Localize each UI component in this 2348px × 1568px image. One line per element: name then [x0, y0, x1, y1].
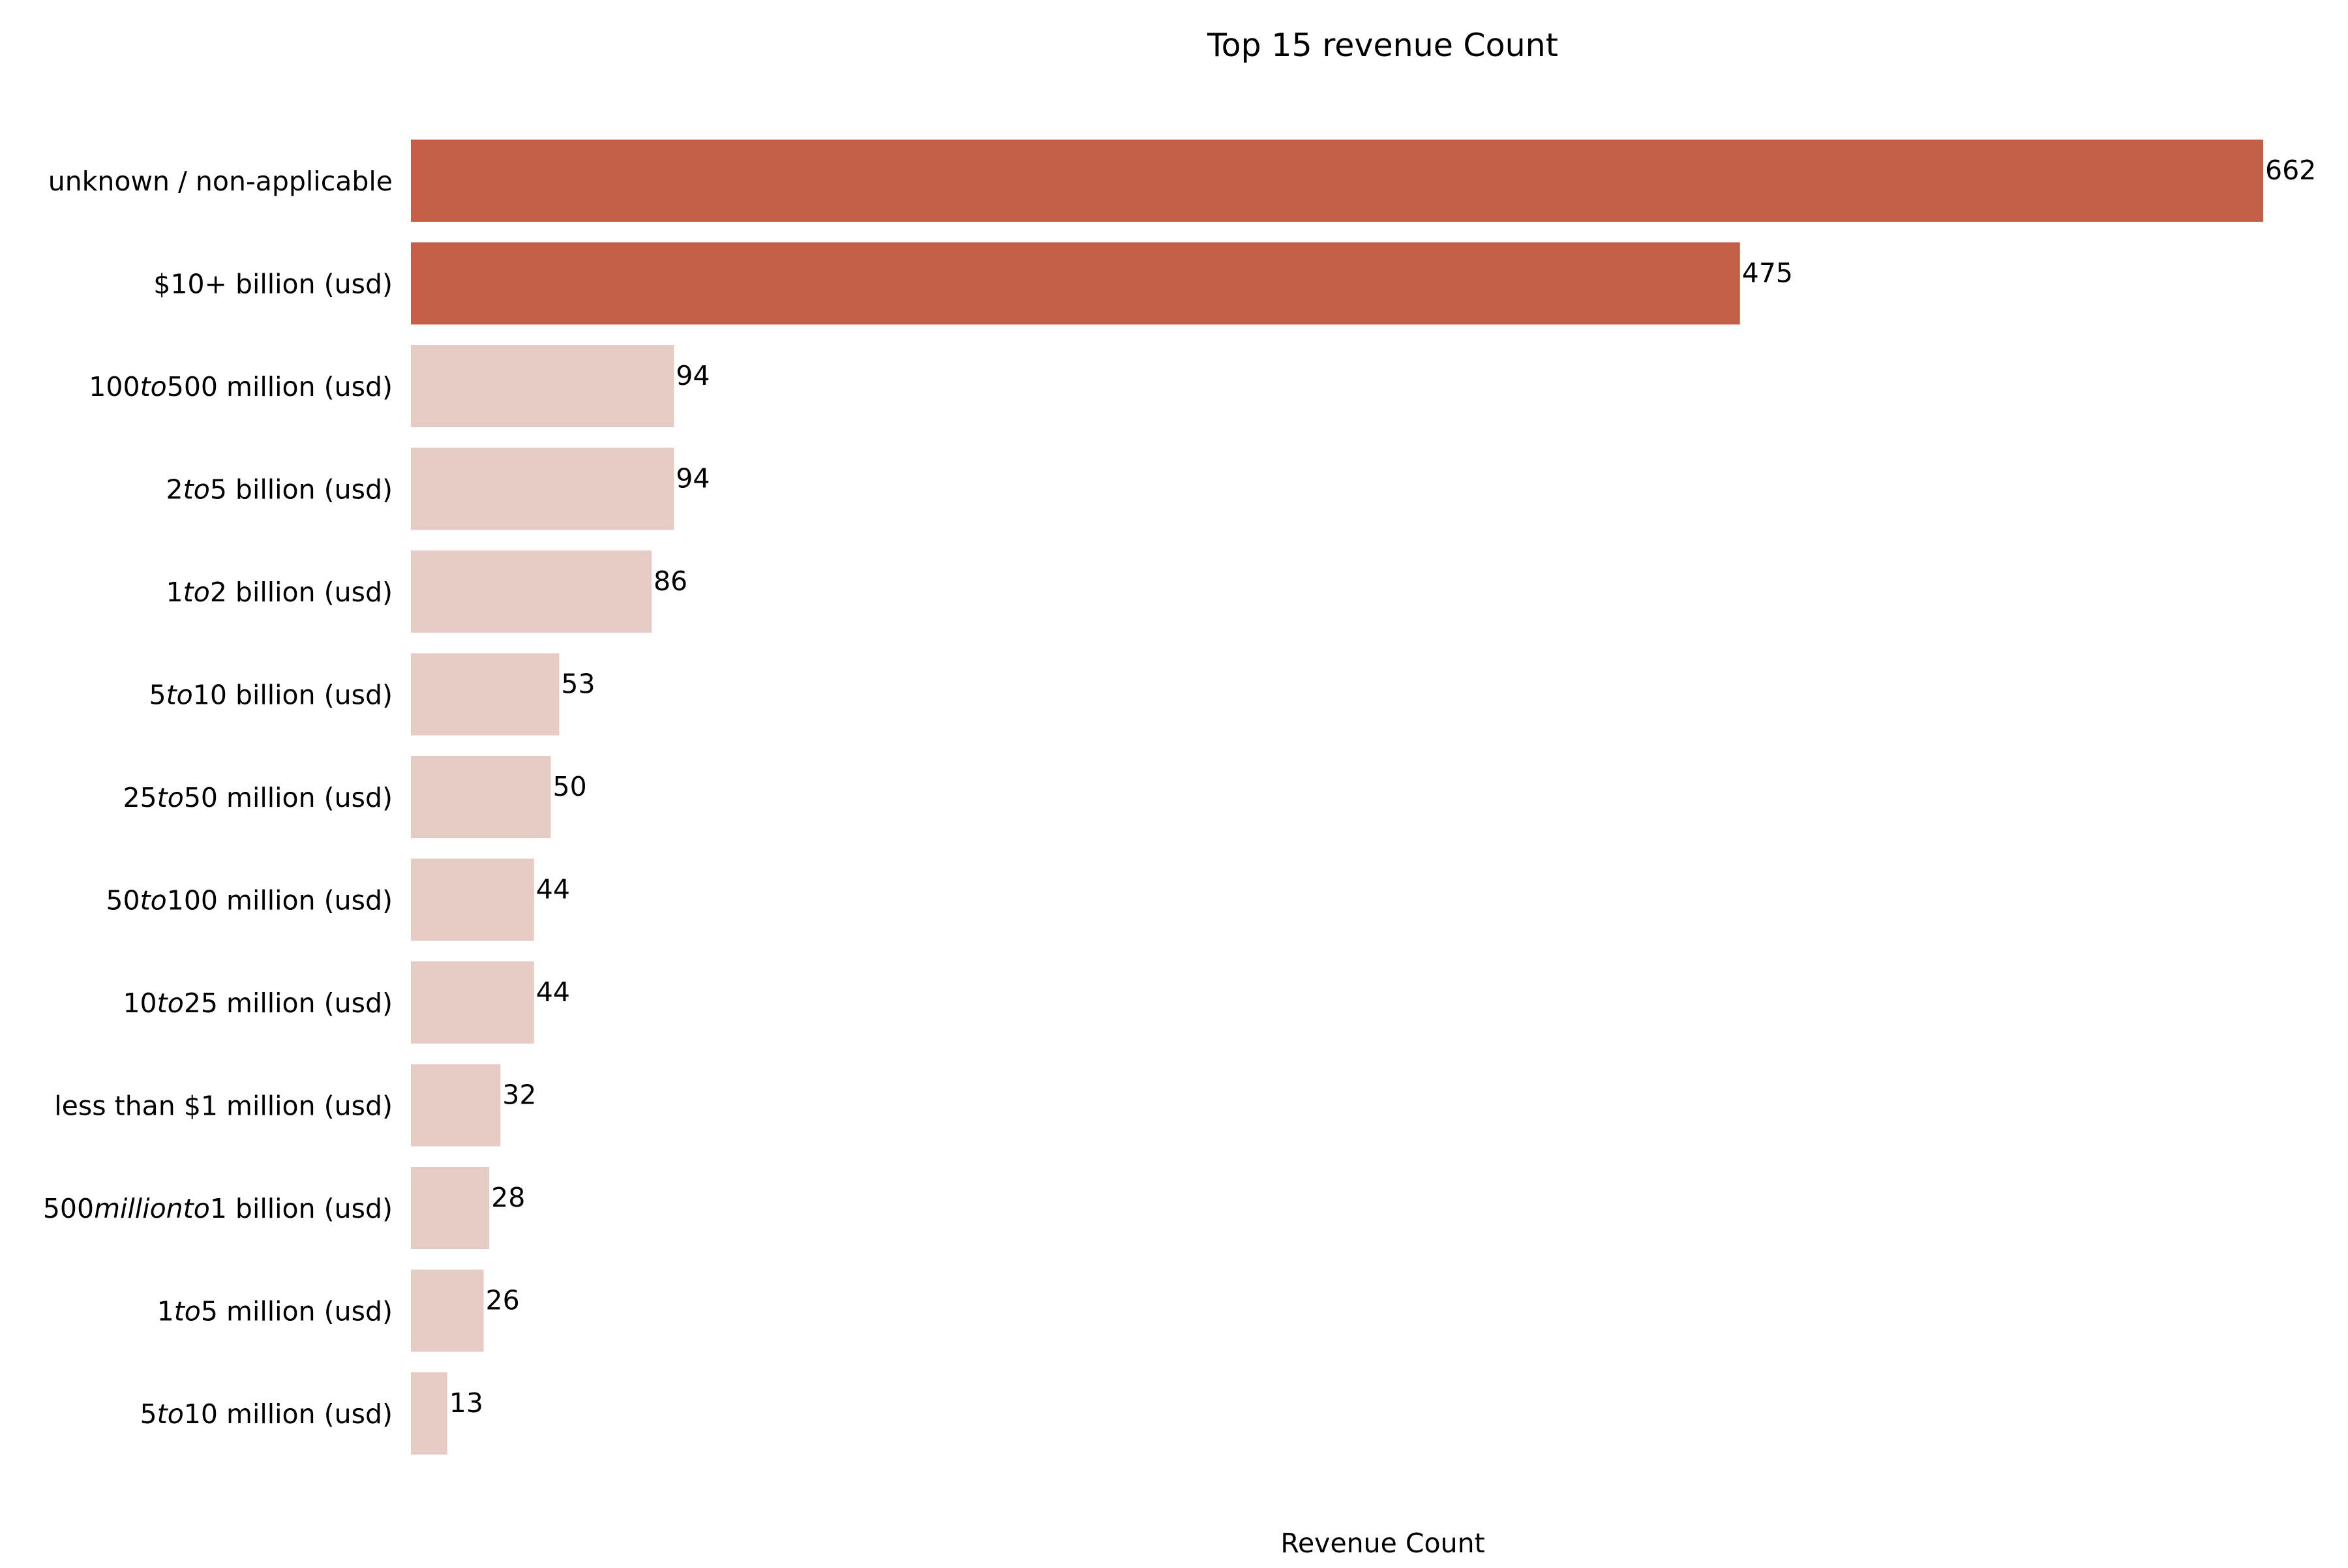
bar	[411, 1064, 501, 1147]
bar	[411, 961, 534, 1044]
bar	[411, 447, 674, 530]
y-tick-label: less than $1 million (usd)	[54, 1091, 393, 1122]
y-tick-label: unknown / non-applicable	[48, 166, 393, 197]
data-label: 32	[502, 1079, 536, 1111]
bar	[411, 858, 534, 941]
data-label: 53	[561, 669, 595, 700]
y-tick-label: 2to5 billion (usd)	[166, 474, 393, 505]
y-tick-label: 25to50 million (usd)	[123, 782, 393, 813]
bar	[411, 1372, 447, 1455]
y-tick-label: 1to5 million (usd)	[157, 1296, 393, 1327]
data-labels-group: 662 475 94 94 86 53 50 44 44 32 28 26 13	[449, 155, 2316, 1419]
bar	[411, 140, 2263, 222]
bar	[411, 345, 674, 427]
bar	[411, 550, 652, 633]
data-label: 86	[654, 565, 687, 597]
data-label: 28	[491, 1182, 525, 1213]
y-tick-label: 10to25 million (usd)	[123, 988, 393, 1019]
bars-group	[411, 140, 2263, 1455]
data-label: 13	[449, 1387, 483, 1419]
data-label: 44	[536, 976, 570, 1008]
data-label: 50	[553, 771, 587, 802]
y-tick-label: 500millionto1 billion (usd)	[43, 1193, 393, 1224]
data-label: 475	[1742, 258, 1793, 289]
data-label: 26	[486, 1285, 520, 1316]
data-label: 94	[676, 463, 710, 494]
y-tick-label: 50to100 million (usd)	[106, 885, 393, 916]
bar	[411, 653, 560, 736]
y-tick-label: 1to2 billion (usd)	[166, 577, 393, 608]
data-label: 94	[676, 360, 710, 391]
data-label: 44	[536, 874, 570, 905]
y-tick-label: $10+ billion (usd)	[153, 269, 393, 300]
bar	[411, 1167, 490, 1249]
y-tick-label: 5to10 million (usd)	[140, 1398, 393, 1430]
bar	[411, 242, 1740, 325]
chart-title: Top 15 revenue Count	[1207, 27, 1558, 64]
bar	[411, 756, 551, 838]
y-tick-label: 5to10 billion (usd)	[149, 680, 393, 711]
x-axis-label: Revenue Count	[1280, 1528, 1484, 1559]
data-label: 662	[2265, 155, 2316, 186]
y-tick-labels-group: unknown / non-applicable $10+ billion (us…	[43, 166, 393, 1430]
bar	[411, 1269, 484, 1352]
y-tick-label: 100to500 million (usd)	[89, 371, 393, 402]
